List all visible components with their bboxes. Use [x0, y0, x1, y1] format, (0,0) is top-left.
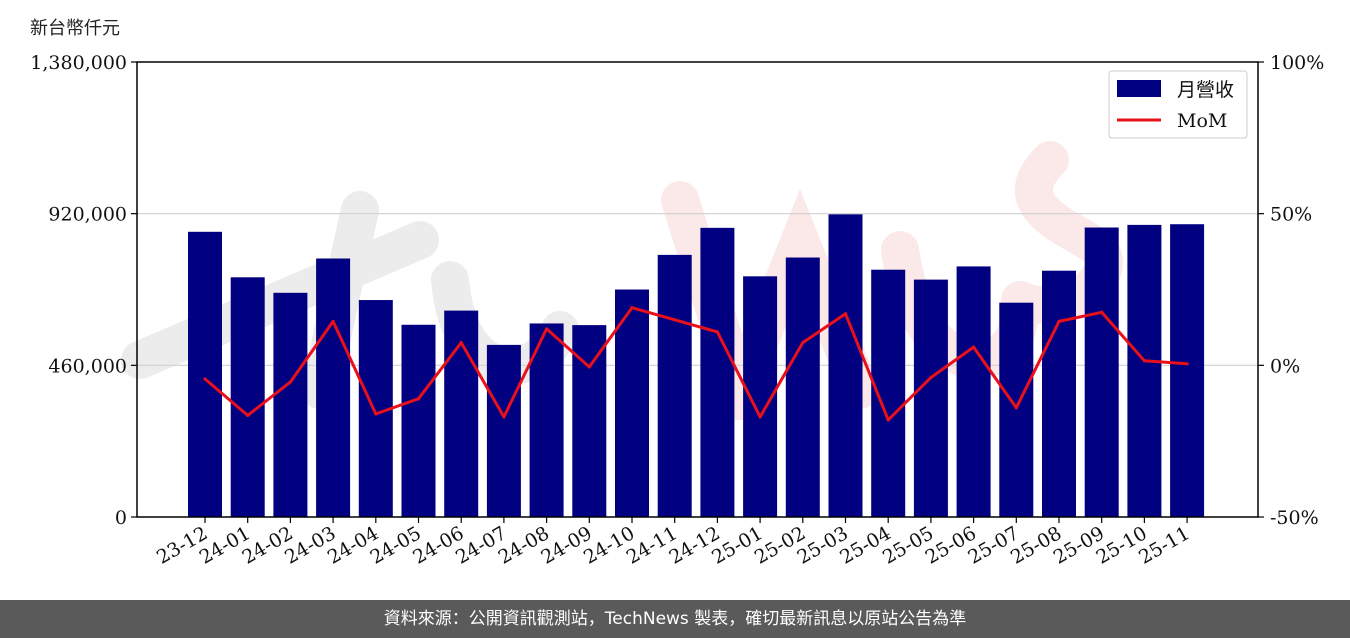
revenue-bar	[1170, 224, 1205, 517]
left-tick-label: 920,000	[48, 204, 127, 226]
mom-point	[502, 415, 506, 419]
revenue-bars	[188, 214, 1205, 517]
x-axis: 23-1224-0124-0224-0324-0424-0524-0624-07…	[153, 517, 1194, 569]
right-tick-label: 100%	[1270, 52, 1324, 74]
mom-point	[1142, 359, 1146, 363]
mom-point	[374, 412, 378, 416]
mom-point	[630, 306, 634, 310]
right-tick-label: 0%	[1270, 355, 1300, 377]
mom-point	[801, 340, 805, 345]
revenue-bar	[1042, 270, 1076, 517]
mom-point	[673, 318, 677, 322]
y-axis-unit-label: 新台幣仟元	[30, 18, 120, 39]
revenue-bar	[956, 266, 991, 517]
revenue-bar	[657, 254, 692, 517]
mom-point	[587, 365, 591, 369]
left-tick-label: 0	[115, 507, 127, 529]
mom-point	[1100, 310, 1104, 314]
revenue-bar	[1127, 224, 1162, 517]
mom-point	[1057, 319, 1061, 323]
revenue-bar	[273, 292, 308, 517]
right-tick-label: 50%	[1270, 204, 1312, 226]
mom-point	[886, 418, 890, 422]
revenue-bar	[913, 279, 948, 517]
mom-line	[203, 306, 1189, 422]
legend-bar-label: 月營收	[1177, 79, 1234, 101]
revenue-bar	[999, 302, 1034, 517]
revenue-bar	[785, 257, 820, 517]
legend-line-label: MoM	[1177, 110, 1227, 132]
left-tick-label: 1,380,000	[30, 52, 127, 74]
legend: 月營收 MoM	[1108, 70, 1248, 139]
revenue-bar	[615, 289, 649, 517]
revenue-bar	[828, 214, 863, 517]
mom-point	[1185, 362, 1189, 366]
mom-point	[758, 415, 762, 419]
mom-point	[972, 345, 976, 349]
revenue-bar	[529, 323, 564, 517]
mom-point	[246, 413, 250, 417]
mom-point	[545, 327, 549, 331]
revenue-bar	[316, 258, 351, 517]
mom-point	[843, 312, 848, 316]
legend-bar-swatch	[1117, 80, 1161, 97]
revenue-bar	[401, 324, 436, 517]
mom-point	[288, 380, 292, 384]
mom-point	[715, 330, 720, 334]
revenue-bar	[700, 227, 735, 517]
revenue-chart: 0 460,000 920,000 1,380,000 -50% 0% 50% 100% 2…	[30, 52, 1324, 569]
mom-point	[203, 377, 207, 381]
left-tick-label: 460,000	[48, 355, 127, 377]
mom-polyline	[204, 306, 1188, 422]
mom-point	[459, 340, 463, 345]
mom-point	[1014, 406, 1018, 410]
right-axis: -50% 0% 50% 100%	[1258, 52, 1324, 529]
revenue-bar	[572, 325, 607, 517]
revenue-bar	[486, 344, 521, 517]
revenue-bar	[1084, 227, 1119, 517]
mom-point	[929, 375, 933, 380]
source-footer: 資料來源：公開資訊觀測站，TechNews 製表，確切最新訊息以原站公告為準	[0, 600, 1350, 638]
mom-point	[331, 319, 335, 323]
left-axis: 0 460,000 920,000 1,380,000	[30, 52, 137, 529]
plot-frame	[136, 61, 1259, 518]
mom-point	[416, 397, 421, 401]
revenue-bar	[230, 277, 265, 517]
revenue-bar	[188, 231, 222, 517]
right-tick-label: -50%	[1270, 507, 1319, 529]
